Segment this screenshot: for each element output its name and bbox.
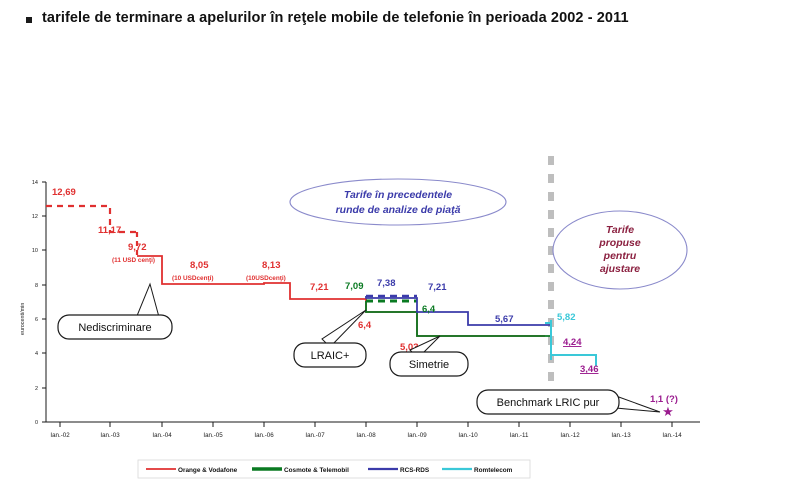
legend-label: Romtelecom [474, 467, 513, 474]
value-label: 7,09 [345, 281, 364, 292]
callout-label: LRAIC+ [311, 350, 350, 362]
value-label: 5,67 [495, 314, 514, 325]
value-label: 11,17 [98, 225, 121, 236]
value-label: 12,69 [52, 187, 76, 198]
value-label: 8,05 [190, 260, 209, 271]
x-tick: Ian.-05 [203, 432, 223, 439]
value-label: 5,82 [557, 312, 576, 323]
callout-nediscriminare: Nediscriminare [57, 282, 173, 340]
value-label: 6,4 [422, 304, 436, 315]
annotation-bubble-precedente: Tarife în precedentele runde de analize … [289, 178, 507, 226]
x-tick: Ian.-06 [254, 432, 274, 439]
x-tick: Ian.-03 [100, 432, 120, 439]
tariff-chart: 14 12 10 8 6 4 2 0 eurocenti/min Ian.-02… [0, 140, 800, 495]
page-title: tarifele de terminare a apelurilor în re… [42, 10, 629, 26]
bubble-line: runde de analize de piaţă [336, 204, 461, 216]
square-bullet-icon [26, 17, 32, 23]
value-sublabel: (11 USD cenţi) [112, 257, 155, 264]
x-tick: Ian.-12 [560, 432, 580, 439]
chart-legend: Orange & Vodafone Cosmote & Telemobil RC… [137, 459, 531, 479]
value-label: 5,03 [400, 342, 419, 353]
y-tick: 8 [35, 283, 38, 289]
series-rcs-rds [365, 294, 551, 326]
chart-value-labels: 12,69 11,17 9,72 (11 USD cenţi) 8,05 (10… [52, 187, 678, 405]
bubble-line: Tarife [606, 224, 634, 236]
value-sublabel: (10 USDcenţi) [172, 275, 214, 282]
callout-simetrie: Simetrie [389, 335, 469, 377]
y-tick: 6 [35, 317, 38, 323]
legend-label: RCS-RDS [400, 467, 430, 474]
y-axis-ticks: 14 12 10 8 6 4 2 0 [32, 180, 38, 426]
value-label: 6,4 [358, 320, 372, 331]
value-sublabel: (10USDcenţi) [246, 275, 286, 282]
bubble-line: ajustare [600, 263, 640, 275]
x-tick: Ian.-13 [611, 432, 631, 439]
x-axis-ticks: Ian.-02 Ian.-03 Ian.-04 Ian.-05 Ian.-06 … [50, 432, 682, 439]
x-tick: Ian.-07 [305, 432, 325, 439]
y-tick: 14 [32, 180, 38, 186]
annotation-bubble-propuse: Tarife propuse pentru ajustare [552, 210, 688, 290]
value-label: 7,21 [428, 282, 447, 293]
y-tick: 4 [35, 351, 38, 357]
callout-label: Benchmark LRIC pur [497, 397, 600, 409]
bubble-line: Tarife în precedentele [344, 189, 452, 201]
callout-benchmark: Benchmark LRIC pur [476, 389, 661, 415]
x-tick: Ian.-11 [510, 432, 529, 439]
callout-lraic: LRAIC+ [293, 309, 367, 368]
x-tick: Ian.-14 [662, 432, 682, 439]
series-cosmote-telemobil [365, 299, 551, 337]
y-tick: 2 [35, 386, 38, 392]
callout-label: Simetrie [409, 359, 449, 371]
benchmark-star-icon: ★ [662, 404, 674, 419]
value-label: 4,24 [563, 337, 582, 348]
series-romtelecom [545, 320, 597, 366]
value-label: 1,1 (?) [650, 394, 678, 405]
chart-svg: 14 12 10 8 6 4 2 0 eurocenti/min Ian.-02… [20, 156, 700, 479]
bubble-line: pentru [603, 250, 637, 262]
bubble-line: propuse [598, 237, 641, 249]
x-tick: Ian.-10 [458, 432, 478, 439]
legend-label: Orange & Vodafone [178, 467, 238, 474]
value-label: 9,72 [128, 242, 147, 253]
y-tick: 0 [35, 420, 38, 426]
legend-label: Cosmote & Telemobil [284, 467, 349, 474]
value-label: 7,38 [377, 278, 396, 289]
x-tick: Ian.-09 [407, 432, 427, 439]
y-tick: 12 [32, 214, 38, 220]
callout-label: Nediscriminare [78, 322, 151, 334]
x-tick: Ian.-04 [152, 432, 172, 439]
y-axis-title: eurocenti/min [20, 303, 26, 335]
value-label: 3,46 [580, 364, 599, 375]
chart-axes [42, 181, 700, 427]
y-tick: 10 [32, 248, 38, 254]
x-tick: Ian.-02 [50, 432, 70, 439]
x-tick: Ian.-08 [356, 432, 376, 439]
value-label: 7,21 [310, 282, 329, 293]
value-label: 8,13 [262, 260, 281, 271]
slide-title-block: tarifele de terminare a apelurilor în re… [26, 8, 776, 29]
